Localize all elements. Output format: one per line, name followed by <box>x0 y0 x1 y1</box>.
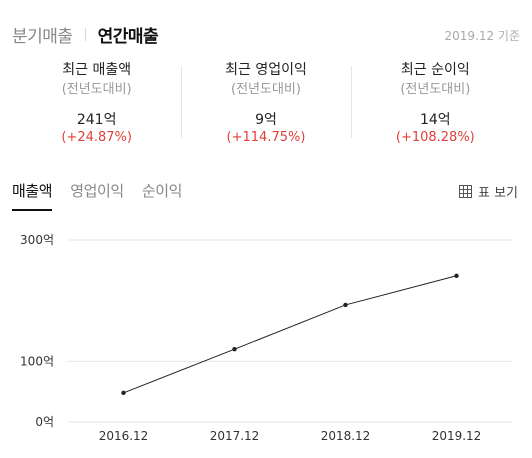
data-point <box>343 302 348 308</box>
summary-subtitle: (전년도대비) <box>231 82 301 97</box>
period-tabs: 분기매출 연간매출 <box>12 22 159 47</box>
tab-quarterly-sales[interactable]: 분기매출 <box>12 27 73 47</box>
as-of-date: 2019.12 기준 <box>444 29 520 43</box>
y-tick-label: 0억 <box>35 415 54 429</box>
summary-change: (+24.87%) <box>61 130 132 145</box>
summary-title: 최근 순이익 <box>400 62 470 78</box>
data-point <box>121 390 126 396</box>
summary-revenue: 최근 매출액 (전년도대비) 241억 (+24.87%) <box>12 62 181 145</box>
x-tick-label: 2018.12 <box>321 429 371 443</box>
tab-divider <box>84 28 86 41</box>
summary-title: 최근 영업이익 <box>225 62 307 78</box>
table-view-button[interactable]: 표 보기 <box>458 182 518 201</box>
x-axis-ticks: 2016.12 2017.12 2018.12 2019.12 <box>99 429 482 443</box>
x-tick-label: 2017.12 <box>210 429 260 443</box>
tab-revenue[interactable]: 매출액 <box>12 180 53 211</box>
summary-title: 최근 매출액 <box>62 62 132 78</box>
x-tick-label: 2019.12 <box>432 429 482 443</box>
y-tick-label: 100억 <box>20 354 54 368</box>
summary-change: (+108.28%) <box>395 130 475 145</box>
data-point <box>232 347 237 352</box>
metric-tabs: 매출액 영업이익 순이익 <box>12 180 200 211</box>
table-view-label: 표 보기 <box>477 186 518 201</box>
summary-value: 14억 <box>419 112 451 128</box>
chart-gridlines <box>68 239 512 423</box>
summary-panel: 최근 매출액 (전년도대비) 241억 (+24.87%) 최근 영업이익 (전… <box>12 62 520 145</box>
tab-annual-sales[interactable]: 연간매출 <box>97 27 159 47</box>
summary-net-income: 최근 순이익 (전년도대비) 14억 (+108.28%) <box>350 62 520 145</box>
summary-value: 9억 <box>255 112 277 128</box>
tab-net-income[interactable]: 순이익 <box>141 182 183 200</box>
summary-subtitle: (전년도대비) <box>400 82 471 97</box>
summary-operating-profit: 최근 영업이익 (전년도대비) 9억 (+114.75%) <box>181 62 350 145</box>
summary-value: 241억 <box>76 112 117 128</box>
y-tick-label: 300억 <box>20 233 54 247</box>
y-axis-ticks: 0억 100억 300억 <box>20 233 54 429</box>
summary-change: (+114.75%) <box>226 130 306 145</box>
summary-subtitle: (전년도대비) <box>61 82 132 97</box>
revenue-line-chart: 0억 100억 300억 2016.12 2017.12 2018.12 2019.12 <box>20 233 512 443</box>
series-line <box>123 275 457 394</box>
x-tick-label: 2016.12 <box>99 429 149 443</box>
series-line-path <box>123 275 457 394</box>
data-point <box>454 273 459 278</box>
series-points <box>121 273 459 396</box>
tab-operating-profit[interactable]: 영업이익 <box>70 182 124 200</box>
grid-icon <box>458 185 472 198</box>
